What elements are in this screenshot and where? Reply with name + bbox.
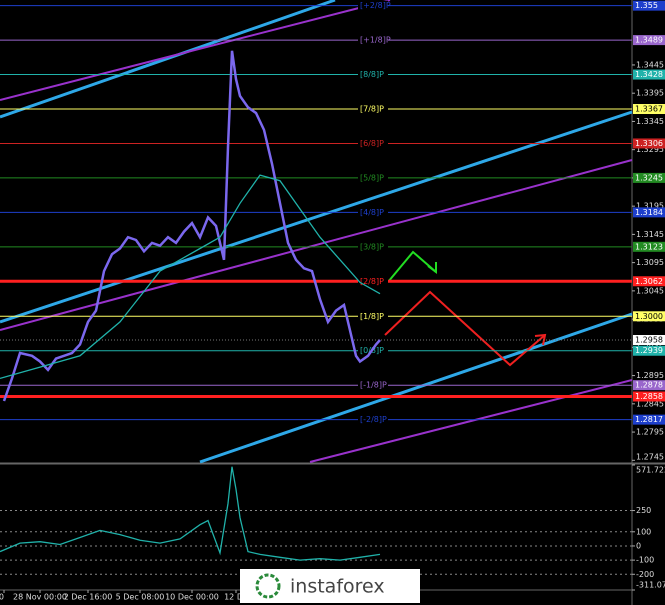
level-price-box: [633, 35, 665, 46]
level-price-box: [633, 172, 665, 183]
y-tick-label: 571.7224: [636, 466, 665, 475]
level-name-bg: [358, 276, 388, 287]
level-name: [6/8]P: [360, 139, 384, 148]
y-tick-label: 1.3095: [636, 258, 664, 267]
level-name-bg: [358, 172, 388, 183]
current-price-box: [633, 335, 665, 346]
level-price: 1.3428: [635, 70, 663, 79]
trend-line: [0, 0, 336, 119]
level-price-box: [633, 276, 665, 287]
level-price: 1.2858: [635, 392, 663, 401]
x-tick-label: 12 De: [224, 593, 248, 602]
level-price-box: [633, 138, 665, 149]
level-price: 1.3000: [635, 312, 663, 321]
level-name: [-1/8]P: [360, 381, 387, 390]
level-price-box: [633, 391, 665, 402]
level-name: [+2/8]P: [360, 1, 391, 10]
arrow-head: [427, 262, 437, 274]
level-name-bg: [358, 207, 388, 218]
level-price: 1.355: [635, 1, 658, 10]
y-tick-label: 0: [636, 541, 641, 550]
level-name-bg: [358, 311, 388, 322]
level-price-box: [633, 241, 665, 252]
level-name-bg: [358, 69, 388, 80]
level-price-box: [633, 69, 665, 80]
level-name: [3/8]P: [360, 242, 384, 251]
level-price: 1.3062: [635, 277, 663, 286]
trend-line: [0, 0, 391, 101]
level-name-bg: [358, 104, 388, 115]
trend-lines: [0, 0, 633, 464]
y-tick-label: -200: [636, 570, 654, 579]
current-price-label: 1.2958: [635, 336, 663, 345]
series-line: [0, 174, 381, 380]
y-tick-label: -100: [636, 556, 654, 565]
x-tick-label: 28 Nov 00:00: [13, 593, 67, 602]
y-tick-label: -311.0706: [636, 581, 665, 590]
level-price: 1.2817: [635, 415, 663, 424]
series-line: [2, 50, 381, 402]
level-price-box: [633, 0, 665, 11]
trend-line: [0, 110, 633, 324]
level-name: [2/8]P: [360, 277, 384, 286]
y-tick-label: 1.3145: [636, 230, 664, 239]
trend-line: [309, 379, 633, 463]
level-name-bg: [358, 138, 388, 149]
level-name-bg: [358, 0, 388, 11]
level-price: 1.2939: [635, 346, 663, 355]
x-tick-label: 8:00: [0, 593, 4, 602]
x-tick-label: 10 Dec 00:00: [165, 593, 219, 602]
level-name: [4/8]P: [360, 208, 384, 217]
level-name-bg: [358, 35, 388, 46]
y-tick-label: 1.3295: [636, 145, 664, 154]
level-name: [+1/8]P: [360, 36, 391, 45]
level-price: 1.3123: [635, 242, 663, 251]
level-price-box: [633, 104, 665, 115]
y-tick-label: 1.3345: [636, 117, 664, 126]
level-price: 1.3245: [635, 173, 663, 182]
forecast-arrow: [384, 290, 546, 367]
level-name-bg: [358, 380, 388, 391]
level-price: 1.3184: [635, 208, 663, 217]
y-tick-label: 1.2845: [636, 399, 664, 408]
level-price-box: [633, 207, 665, 218]
level-price-box: [633, 311, 665, 322]
series-line: [0, 466, 381, 561]
y-tick-label: 1.2745: [636, 453, 664, 462]
y-tick-label: 250: [636, 506, 651, 515]
y-tick-label: 1.3395: [636, 89, 664, 98]
level-name: [1/8]P: [360, 312, 384, 321]
watermark-text: instaforex: [290, 576, 385, 598]
arrow-head: [534, 333, 547, 346]
x-tick-label: 5 Dec 08:00: [116, 593, 165, 602]
level-name: [8/8]P: [360, 70, 384, 79]
y-tick-label: 1.2895: [636, 371, 664, 380]
y-tick-label: 1.3195: [636, 202, 664, 211]
level-price: 1.3306: [635, 139, 663, 148]
level-price: 1.3367: [635, 105, 663, 114]
y-tick-label: 1.3445: [636, 60, 664, 69]
level-price-box: [633, 414, 665, 425]
trend-line: [0, 159, 633, 331]
level-name: [7/8]P: [360, 105, 384, 114]
trend-line: [199, 312, 633, 464]
forecast-arrow: [387, 250, 437, 283]
level-name: [5/8]P: [360, 173, 384, 182]
level-name: [-2/8]P: [360, 415, 387, 424]
level-price-box: [633, 380, 665, 391]
logo-icon: [255, 573, 281, 599]
watermark: instaforex: [240, 569, 420, 603]
level-price: 1.3489: [635, 36, 663, 45]
level-price-box: [633, 345, 665, 356]
y-tick-label: 100: [636, 527, 651, 536]
level-name-bg: [358, 241, 388, 252]
level-price: 1.2878: [635, 381, 663, 390]
x-tick-label: 2 Dec 16:00: [64, 593, 113, 602]
y-tick-label: 1.2795: [636, 428, 664, 437]
level-name-bg: [358, 414, 388, 425]
y-tick-label: 1.3045: [636, 286, 664, 295]
